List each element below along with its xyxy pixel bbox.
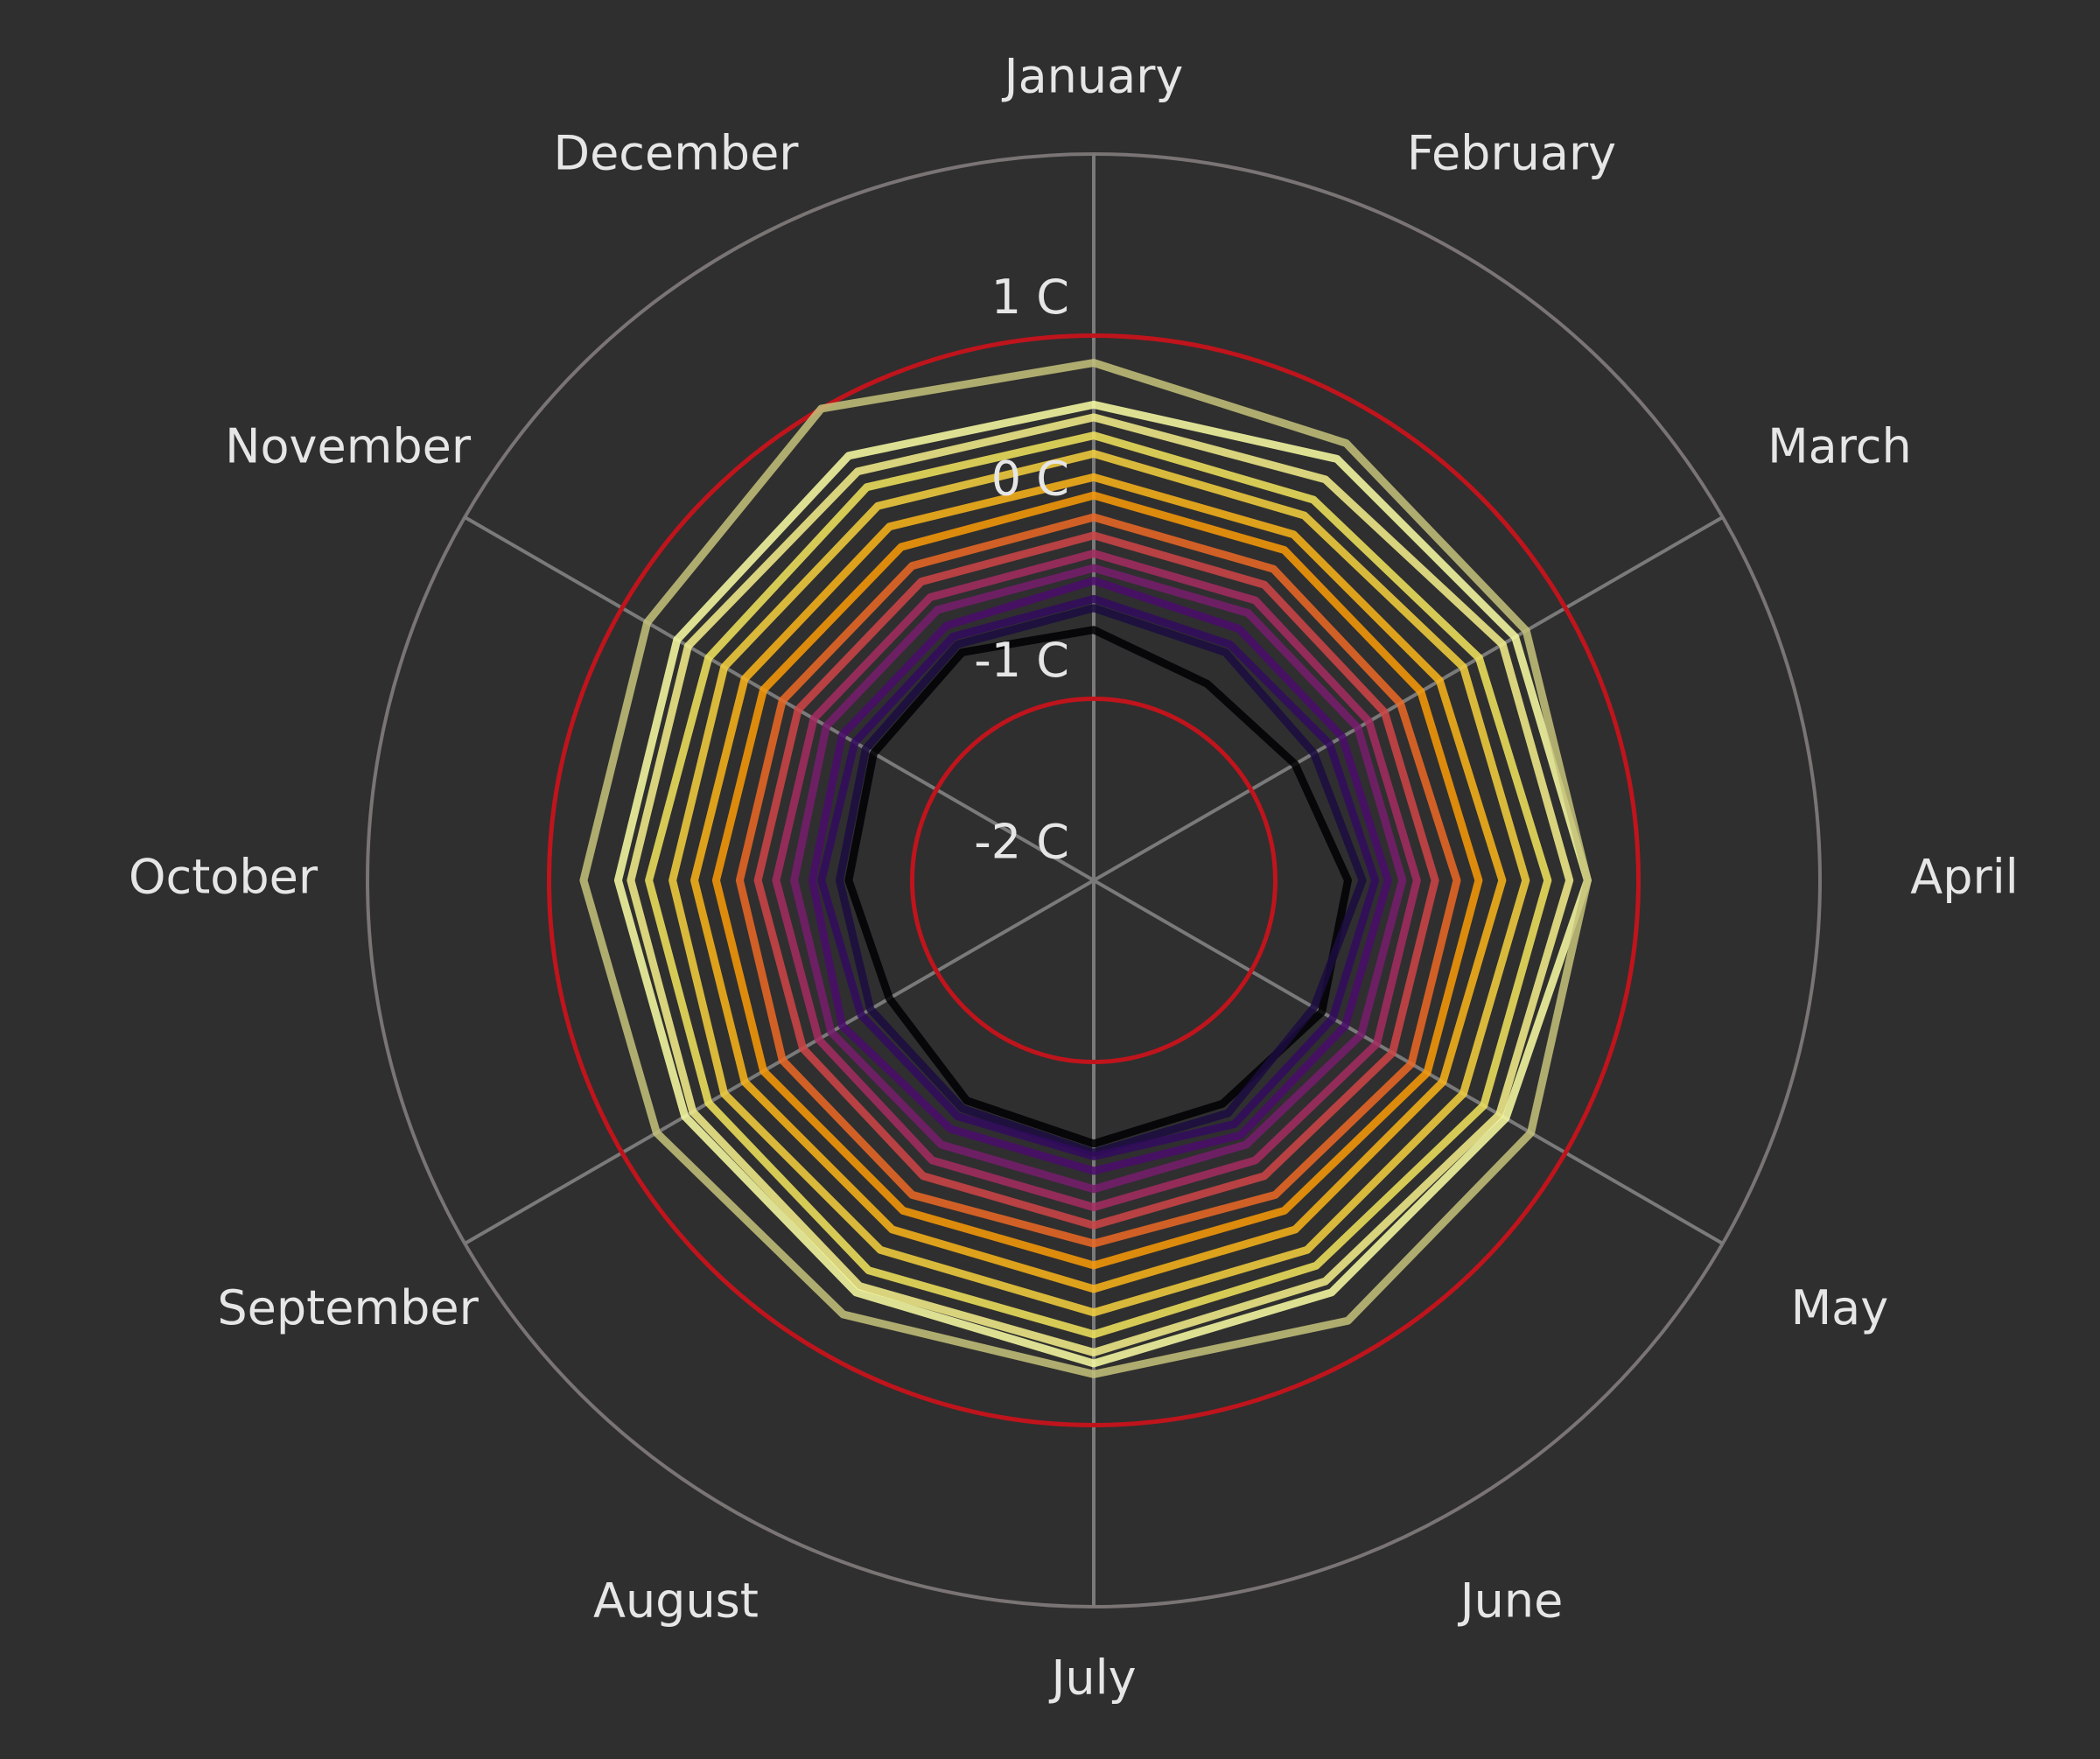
category-label: July — [1048, 1650, 1136, 1706]
category-label: June — [1458, 1573, 1564, 1629]
category-label: March — [1768, 418, 1912, 473]
reference-ring — [547, 333, 1641, 1427]
category-label: October — [129, 850, 318, 905]
category-label: April — [1910, 850, 2018, 905]
r-tick-label: -2 C — [974, 815, 1069, 870]
series-line — [626, 413, 1574, 1356]
series-line — [753, 531, 1439, 1230]
series-line — [613, 400, 1592, 1368]
category-label: August — [593, 1573, 759, 1629]
category-label: February — [1407, 126, 1616, 181]
reference-ring — [910, 697, 1278, 1064]
series-line — [808, 577, 1392, 1175]
series-line — [735, 513, 1461, 1248]
series-line — [690, 473, 1507, 1293]
r-tick-label: 0 C — [991, 452, 1069, 507]
series-line — [772, 550, 1421, 1211]
category-label: September — [217, 1280, 479, 1335]
series-line — [817, 594, 1380, 1160]
spoke — [1092, 515, 1724, 882]
series-line — [668, 449, 1530, 1317]
series-line — [844, 626, 1352, 1148]
series-line — [645, 431, 1552, 1339]
r-tick-label: -1 C — [974, 633, 1069, 688]
r-tick-label: 1 C — [991, 270, 1069, 325]
category-label: November — [225, 418, 472, 473]
series-line — [711, 491, 1483, 1270]
category-label: May — [1791, 1280, 1889, 1335]
category-label: December — [553, 126, 799, 181]
series-line — [790, 564, 1407, 1194]
category-label: January — [1002, 49, 1184, 104]
series-line — [579, 359, 1592, 1378]
